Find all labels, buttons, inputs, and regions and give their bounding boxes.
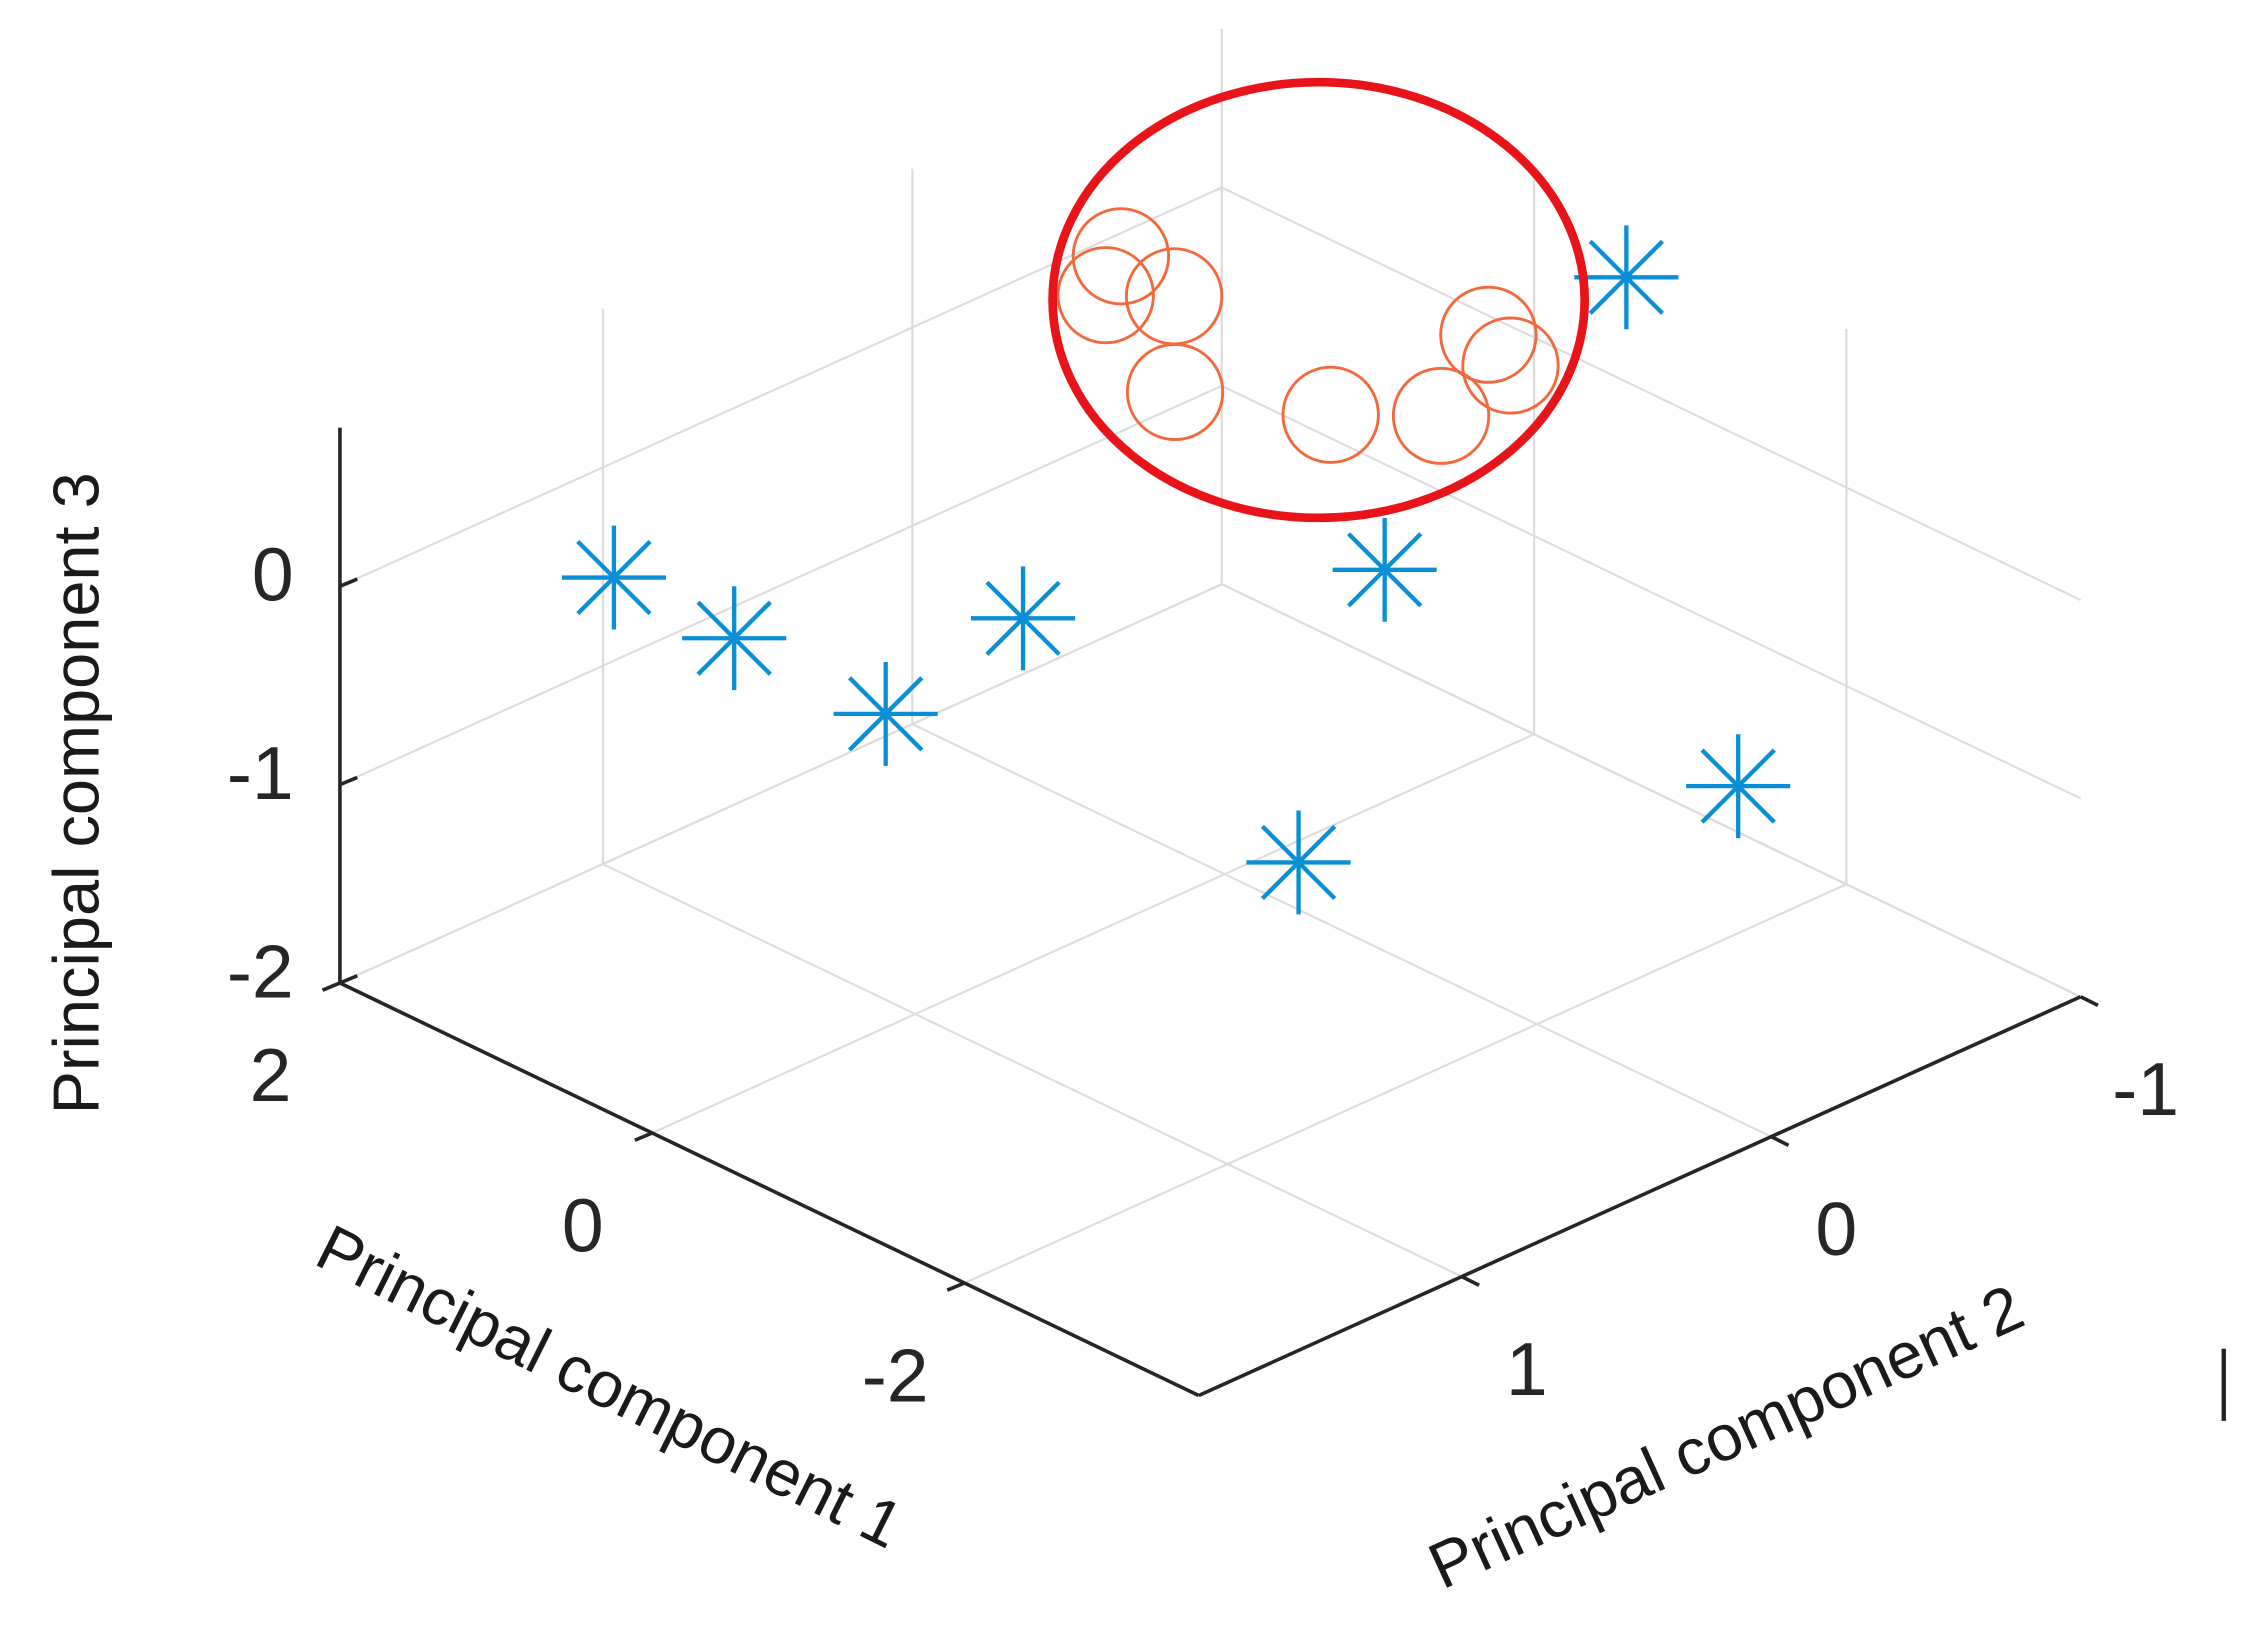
- circle-marker: [1056, 246, 1155, 345]
- tick-labels: 2 0 -2 1 0 -1 0 -1 -2: [227, 533, 2179, 1417]
- asterisk-marker: [1574, 225, 1679, 330]
- y-tick-mark: [1770, 1135, 1790, 1147]
- y-tick-label: -1: [2112, 1047, 2179, 1131]
- circle-marker: [1391, 366, 1491, 465]
- circle-marker: [1124, 247, 1224, 346]
- x-tick-label: -2: [862, 1333, 929, 1417]
- asterisk-stroke: [1588, 239, 1665, 315]
- asterisk-marker: [682, 586, 787, 691]
- x-axis-title: Principal component 1: [306, 1210, 915, 1562]
- grid-lines: [339, 28, 2082, 1284]
- asterisk-marker: [561, 525, 666, 630]
- asterisk-stroke: [848, 676, 924, 752]
- highlight-ellipse: [1048, 77, 1590, 523]
- grid-line-floor-y: [911, 723, 1772, 1138]
- z-tick-mark: [339, 974, 358, 985]
- grid-line-wall-x-horizontal: [339, 583, 1223, 984]
- grid-line-floor-y: [602, 863, 1463, 1278]
- asterisk-marker: [1686, 734, 1791, 839]
- grid-line-floor-x: [964, 883, 1847, 1284]
- asterisk-stroke: [1260, 824, 1337, 901]
- grid-line-wall-x-horizontal: [339, 384, 1223, 786]
- y-tick-label: 0: [1815, 1187, 1857, 1271]
- grid-line-wall-y-horizontal: [1221, 583, 2082, 998]
- asterisk-marker: [1246, 810, 1351, 915]
- y-tick-mark: [2079, 995, 2099, 1008]
- asterisk-marker: [833, 661, 938, 766]
- asterisk-stroke: [985, 580, 1061, 656]
- y-axis-line: [1198, 995, 2082, 1398]
- asterisk-stroke: [1700, 748, 1776, 824]
- circle-marker: [1125, 342, 1225, 442]
- x-tick-label: 2: [250, 1033, 292, 1117]
- z-tick-mark: [339, 775, 358, 787]
- circle-marker: [1281, 365, 1380, 464]
- y-axis-title: Principal component 2: [1418, 1270, 2034, 1603]
- asterisk-marker: [1332, 517, 1437, 622]
- circle-marker: [1439, 285, 1538, 384]
- z-tick-label: -1: [227, 731, 294, 815]
- asterisk-marker: [970, 566, 1076, 671]
- x-axis-line: [339, 981, 1200, 1398]
- y-tick-mark: [1460, 1274, 1480, 1287]
- grid-line-floor-x: [651, 733, 1535, 1134]
- x-tick-mark: [634, 1131, 653, 1142]
- asterisk-stroke: [576, 539, 652, 616]
- z-tick-label: 0: [252, 533, 294, 617]
- circle-marker: [1461, 316, 1560, 415]
- x-tick-mark: [946, 1281, 966, 1292]
- z-axis-title: Principal component 3: [39, 472, 112, 1114]
- circle-marker: [1071, 207, 1171, 306]
- grid-line-wall-x-horizontal: [339, 186, 1223, 588]
- x-tick-mark: [321, 981, 341, 992]
- y-tick-label: 1: [1506, 1327, 1548, 1411]
- axes: [321, 427, 2099, 1398]
- z-tick-label: -2: [227, 929, 294, 1013]
- asterisk-stroke: [1346, 532, 1423, 608]
- asterisk-stroke: [696, 600, 772, 676]
- data-points: [561, 207, 1791, 915]
- x-tick-label: 0: [562, 1183, 604, 1267]
- grid-line-wall-y-horizontal: [1221, 384, 2082, 800]
- z-tick-mark: [339, 577, 358, 588]
- grid-line-wall-y-horizontal: [1221, 186, 2082, 602]
